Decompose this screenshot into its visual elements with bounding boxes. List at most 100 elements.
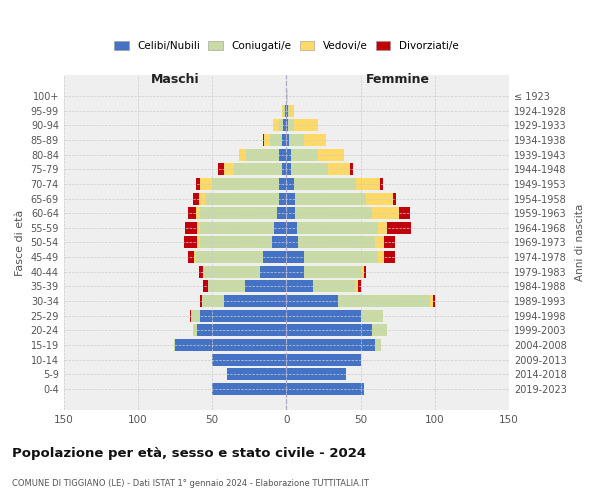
Bar — [283, 104, 285, 117]
Bar — [286, 310, 361, 322]
Bar — [288, 104, 289, 117]
Bar — [317, 148, 344, 160]
Bar — [291, 148, 317, 160]
Bar — [185, 222, 197, 234]
Bar — [361, 266, 364, 278]
Bar — [379, 251, 384, 263]
Y-axis label: Anni di nascita: Anni di nascita — [575, 204, 585, 281]
Bar — [286, 266, 304, 278]
Y-axis label: Fasce di età: Fasce di età — [15, 210, 25, 276]
Bar — [205, 192, 279, 204]
Bar — [286, 368, 346, 380]
Bar — [286, 339, 376, 351]
Bar — [373, 324, 387, 336]
Bar — [193, 192, 199, 204]
Bar — [286, 383, 364, 395]
Bar — [200, 178, 212, 190]
Bar — [379, 222, 387, 234]
Bar — [264, 134, 270, 146]
Bar — [286, 354, 361, 366]
Bar — [295, 207, 373, 219]
Bar — [212, 354, 286, 366]
Text: Popolazione per età, sesso e stato civile - 2024: Popolazione per età, sesso e stato civil… — [12, 448, 366, 460]
Bar — [304, 266, 361, 278]
Bar — [288, 120, 294, 132]
Bar — [282, 134, 286, 146]
Bar — [239, 148, 246, 160]
Bar — [273, 120, 279, 132]
Bar — [235, 164, 282, 175]
Bar — [356, 178, 380, 190]
Bar — [227, 368, 286, 380]
Bar — [246, 148, 279, 160]
Bar — [286, 207, 295, 219]
Bar — [263, 251, 286, 263]
Bar — [197, 222, 200, 234]
Bar — [380, 178, 383, 190]
Bar — [212, 383, 286, 395]
Bar — [203, 280, 208, 292]
Bar — [295, 192, 367, 204]
Bar — [297, 222, 379, 234]
Bar — [358, 280, 361, 292]
Bar — [286, 164, 291, 175]
Bar — [282, 104, 283, 117]
Bar — [286, 324, 373, 336]
Bar — [376, 339, 382, 351]
Bar — [286, 236, 298, 248]
Bar — [200, 236, 272, 248]
Bar — [279, 120, 283, 132]
Bar — [304, 134, 326, 146]
Bar — [279, 148, 286, 160]
Bar — [328, 164, 350, 175]
Bar — [260, 266, 286, 278]
Bar — [298, 236, 376, 248]
Bar — [277, 207, 286, 219]
Bar — [218, 164, 224, 175]
Bar — [173, 339, 175, 351]
Text: Femmine: Femmine — [365, 73, 430, 86]
Bar — [203, 266, 260, 278]
Bar — [224, 295, 286, 307]
Bar — [291, 164, 328, 175]
Bar — [399, 207, 410, 219]
Bar — [286, 178, 294, 190]
Bar — [196, 207, 200, 219]
Bar — [191, 310, 200, 322]
Bar — [286, 148, 291, 160]
Bar — [199, 266, 203, 278]
Bar — [367, 192, 393, 204]
Bar — [364, 266, 367, 278]
Bar — [283, 120, 286, 132]
Bar — [430, 295, 433, 307]
Bar — [175, 339, 286, 351]
Text: Maschi: Maschi — [151, 73, 199, 86]
Bar — [200, 207, 277, 219]
Bar — [286, 251, 304, 263]
Bar — [350, 164, 353, 175]
Bar — [274, 222, 286, 234]
Bar — [304, 251, 379, 263]
Bar — [289, 104, 294, 117]
Bar — [190, 310, 191, 322]
Bar — [200, 310, 286, 322]
Bar — [286, 120, 288, 132]
Bar — [285, 104, 286, 117]
Bar — [286, 134, 289, 146]
Bar — [270, 134, 282, 146]
Bar — [373, 207, 399, 219]
Bar — [338, 295, 430, 307]
Legend: Celibi/Nubili, Coniugati/e, Vedovi/e, Divorziati/e: Celibi/Nubili, Coniugati/e, Vedovi/e, Di… — [110, 36, 463, 55]
Bar — [393, 192, 396, 204]
Bar — [196, 251, 263, 263]
Bar — [196, 178, 200, 190]
Bar — [289, 134, 304, 146]
Bar — [197, 236, 200, 248]
Bar — [208, 280, 245, 292]
Bar — [194, 251, 196, 263]
Bar — [197, 324, 286, 336]
Bar — [282, 164, 286, 175]
Bar — [193, 324, 197, 336]
Bar — [294, 178, 356, 190]
Bar — [286, 280, 313, 292]
